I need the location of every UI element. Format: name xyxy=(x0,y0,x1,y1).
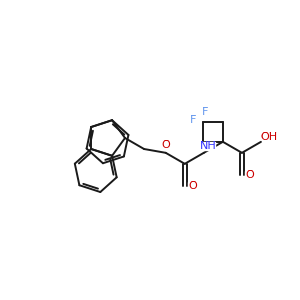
Text: O: O xyxy=(188,181,197,191)
Text: F: F xyxy=(201,106,208,117)
Text: F: F xyxy=(189,115,196,124)
Bar xyxy=(188,182,198,190)
Text: F: F xyxy=(201,106,208,117)
Bar xyxy=(201,108,208,116)
Bar xyxy=(189,116,196,124)
Text: O: O xyxy=(188,181,197,191)
Bar xyxy=(161,141,171,149)
Text: F: F xyxy=(189,115,196,124)
Text: O: O xyxy=(161,140,170,150)
Bar xyxy=(245,171,255,179)
Text: O: O xyxy=(246,170,254,180)
Text: NH: NH xyxy=(200,141,216,151)
Text: O: O xyxy=(161,140,170,150)
Text: OH: OH xyxy=(260,132,278,142)
Bar xyxy=(262,133,276,141)
Text: OH: OH xyxy=(260,132,278,142)
Text: NH: NH xyxy=(200,141,216,151)
Bar xyxy=(201,142,215,150)
Text: O: O xyxy=(246,170,254,180)
